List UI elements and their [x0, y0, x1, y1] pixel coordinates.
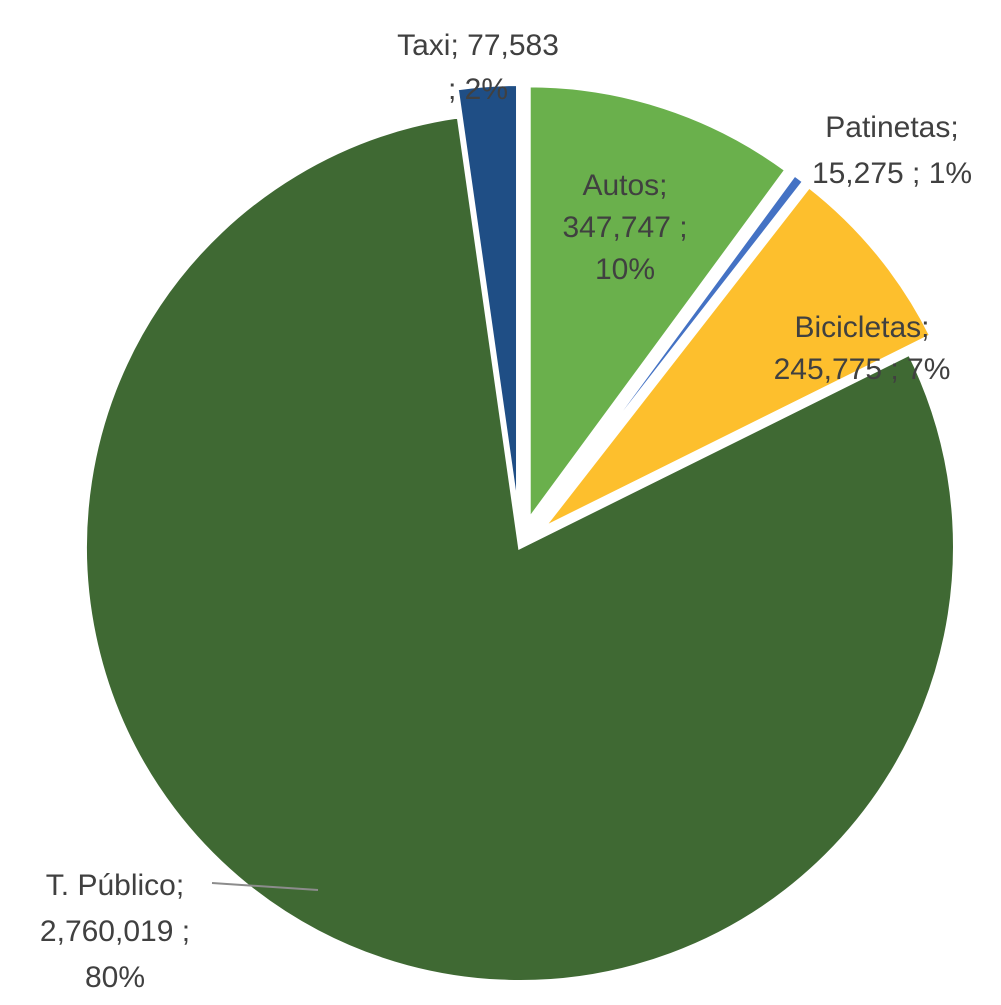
data-label-autos: Autos; 347,747 ; 10% [562, 169, 687, 286]
data-label-line: 2,760,019 ; [40, 915, 190, 948]
slice-autos [526, 83, 790, 527]
data-label-bicicletas: Bicicletas; 245,775 ; 7% [774, 311, 951, 386]
slice-taxi [454, 82, 521, 520]
data-labels: Autos; 347,747 ; 10% Patinetas; 15,275 ; 1% B… [40, 29, 972, 994]
data-label-patinetas: Patinetas; 15,275 ; 1% [812, 111, 972, 190]
data-label-line: Bicicletas; [794, 311, 929, 344]
data-label-line: T. Público; [46, 869, 184, 902]
data-label-line: 80% [85, 961, 145, 994]
data-label-line: Autos; [582, 169, 667, 202]
data-label-line: 347,747 ; [562, 211, 687, 244]
slice-t-publico [83, 114, 957, 984]
data-label-taxi: Taxi; 77,583 ; 2% [397, 29, 559, 106]
slice-bicicletas [540, 183, 934, 532]
data-label-line: Taxi; 77,583 [397, 29, 559, 62]
data-label-line: Patinetas; [825, 111, 958, 144]
data-label-line: 10% [595, 253, 655, 286]
data-label-line: ; 2% [448, 73, 508, 106]
data-label-line: 245,775 ; 7% [774, 353, 951, 386]
data-label-t-publico: T. Público; 2,760,019 ; 80% [40, 869, 190, 994]
pie-slices [83, 82, 957, 984]
leader-line-t-publico [211, 882, 319, 891]
slice-patinetas [535, 171, 808, 526]
data-label-line: 15,275 ; 1% [812, 157, 972, 190]
